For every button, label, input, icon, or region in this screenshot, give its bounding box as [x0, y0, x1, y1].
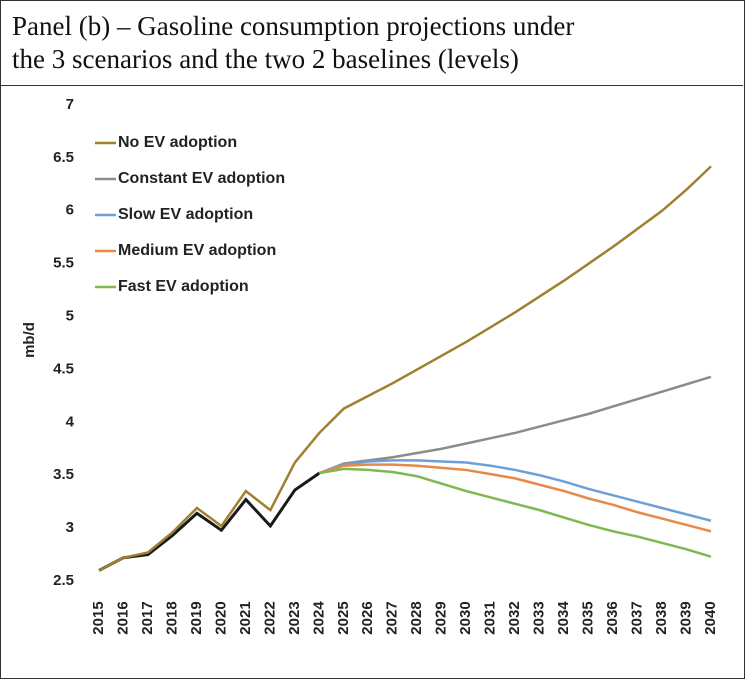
- x-tick-label: 2037: [629, 601, 646, 634]
- x-tick-label: 2022: [261, 601, 278, 634]
- x-tick-label: 2024: [310, 601, 327, 635]
- legend-label: Medium EV adoption: [118, 242, 276, 259]
- legend-label: Constant EV adoption: [118, 170, 285, 187]
- x-tick-label: 2040: [702, 601, 719, 634]
- y-tick-label: 2.5: [53, 572, 74, 589]
- legend-label: No EV adoption: [118, 134, 237, 151]
- x-tick-label: 2038: [653, 601, 670, 634]
- x-tick-label: 2023: [286, 601, 303, 634]
- x-tick-label: 2029: [433, 601, 450, 634]
- title-line: Panel (b) – Gasoline consumption project…: [12, 11, 575, 41]
- x-tick-label: 2034: [555, 601, 572, 635]
- y-tick-label: 4.5: [53, 360, 74, 377]
- title-line: the 3 scenarios and the two 2 baselines …: [12, 44, 519, 74]
- y-tick-label: 3: [66, 519, 74, 536]
- x-tick-label: 2032: [506, 601, 523, 634]
- x-tick-label: 2030: [457, 601, 474, 634]
- x-tick-label: 2035: [580, 601, 597, 634]
- y-tick-label: 7: [66, 96, 74, 113]
- series-line: [319, 467, 712, 558]
- x-tick-label: 2025: [335, 601, 352, 634]
- x-tick-label: 2036: [604, 601, 621, 634]
- x-tick-label: 2026: [359, 601, 376, 634]
- y-tick-label: 5: [66, 308, 74, 325]
- x-tick-label: 2021: [237, 601, 254, 634]
- chart: 2.5 3 3.5 4 4.5 5 5.5 6 6.5 7 mb/d 2015 2016 2017 2018…: [21, 96, 719, 635]
- series-line: [318, 459, 712, 522]
- x-tick-label: 2018: [163, 601, 180, 634]
- x-tick-label: 2033: [531, 601, 548, 634]
- series-line: [98, 165, 712, 572]
- y-tick-label: 3.5: [53, 466, 74, 483]
- series-line: [318, 375, 712, 475]
- legend-label: Fast EV adoption: [118, 278, 249, 295]
- x-tick-label: 2027: [384, 601, 401, 634]
- y-axis-label: mb/d: [21, 322, 38, 358]
- series-line: [318, 463, 712, 533]
- x-tick-label: 2015: [90, 601, 107, 634]
- header: Panel (b) – Gasoline consumption project…: [0, 0, 743, 86]
- legend-label: Slow EV adoption: [118, 206, 253, 223]
- y-tick-label: 4: [66, 413, 75, 430]
- x-tick-label: 2031: [482, 601, 499, 634]
- x-tick-label: 2039: [677, 601, 694, 634]
- x-tick-label: 2028: [408, 601, 425, 634]
- x-tick-label: 2020: [212, 601, 229, 634]
- y-tick-label: 6: [66, 202, 74, 219]
- y-tick-label: 6.5: [53, 149, 74, 166]
- x-tick-label: 2017: [139, 601, 156, 634]
- x-tick-label: 2019: [188, 601, 205, 634]
- x-tick-label: 2016: [114, 601, 131, 634]
- y-tick-label: 5.5: [53, 255, 74, 272]
